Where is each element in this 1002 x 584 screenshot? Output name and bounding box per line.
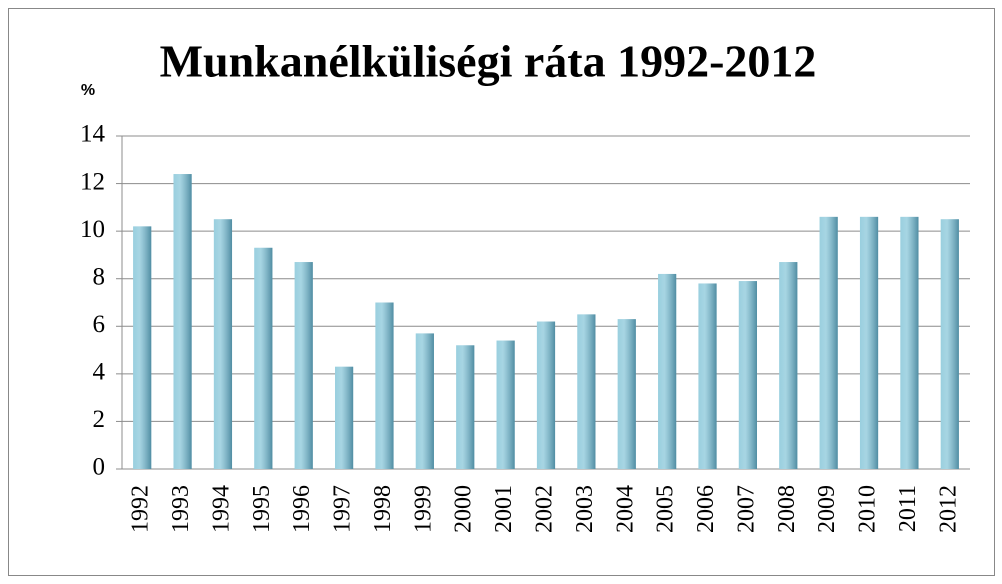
bar-shine <box>456 345 475 469</box>
x-tick-label: 2007 <box>733 485 759 533</box>
bar-shine <box>738 281 757 469</box>
bar-shine <box>375 302 394 469</box>
x-tick-label: 2003 <box>572 485 598 533</box>
bar-shine <box>133 226 152 469</box>
y-tick-label: 12 <box>80 168 105 195</box>
y-tick-label: 8 <box>93 263 106 290</box>
y-tick-label: 2 <box>93 406 106 433</box>
x-tick-label: 2005 <box>653 485 679 533</box>
x-tick-label: 2011 <box>895 485 921 532</box>
x-tick-label: 2012 <box>935 485 961 533</box>
bar-shine <box>819 216 838 469</box>
y-axis-label: % <box>81 82 95 99</box>
y-tick-label: 6 <box>93 311 106 338</box>
bar-shine <box>415 333 434 469</box>
bar-shine <box>536 321 556 469</box>
bar-shine <box>294 262 313 469</box>
bar-shine <box>173 174 192 470</box>
bar-shine <box>779 262 798 469</box>
y-tick-label: 0 <box>93 454 106 481</box>
x-tick-label: 2000 <box>451 485 477 533</box>
x-tick-label: 1994 <box>208 485 234 533</box>
x-tick-label: 1999 <box>410 485 436 533</box>
bar-shine <box>577 314 596 469</box>
x-tick-label: 1992 <box>128 485 154 533</box>
bar-shine <box>617 319 636 469</box>
x-tick-label: 2006 <box>693 485 719 533</box>
bar-shine <box>698 283 717 469</box>
bar-shine <box>335 366 354 469</box>
bar-shine <box>940 219 959 469</box>
x-tick-label: 1996 <box>289 485 315 533</box>
y-tick-label: 14 <box>80 121 106 148</box>
bar-shine <box>859 216 879 469</box>
x-tick-label: 2009 <box>814 485 840 533</box>
x-tick-label: 2008 <box>774 485 800 533</box>
x-tick-label: 2001 <box>491 485 517 533</box>
bar-shine <box>254 247 273 469</box>
bar-shine <box>900 216 919 469</box>
x-tick-label: 2010 <box>855 485 881 533</box>
x-tick-label: 1995 <box>249 485 275 533</box>
x-tick-label: 1998 <box>370 485 396 533</box>
y-tick-label: 4 <box>93 359 106 386</box>
chart-title: Munkanélküliségi ráta 1992-2012 <box>160 36 817 87</box>
x-tick-label: 2002 <box>532 485 558 533</box>
x-tick-label: 1993 <box>168 485 194 533</box>
x-tick-label: 1997 <box>330 485 356 533</box>
bar-shine <box>496 340 515 469</box>
bar-shine <box>658 273 677 469</box>
x-tick-label: 2004 <box>612 485 638 533</box>
bar-shine <box>213 219 233 469</box>
y-tick-label: 10 <box>80 216 105 243</box>
